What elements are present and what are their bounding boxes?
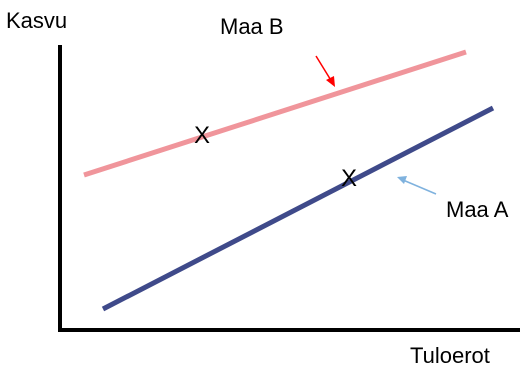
country-a-label: Maa A [446,197,509,222]
country-b-arrow [315,55,333,83]
country-a-arrow [402,179,437,195]
country-b-arrow-head [326,76,335,87]
x-axis-label: Tuloerot [410,343,490,368]
country-a-arrow-head [397,176,407,184]
country-b-label: Maa B [220,14,284,39]
country-a-line [101,105,495,312]
country-b-line [83,49,467,178]
country-b-point-marker: X [194,122,211,149]
y-axis-label: Kasvu [6,8,68,33]
country-a-point-marker: X [341,165,358,192]
